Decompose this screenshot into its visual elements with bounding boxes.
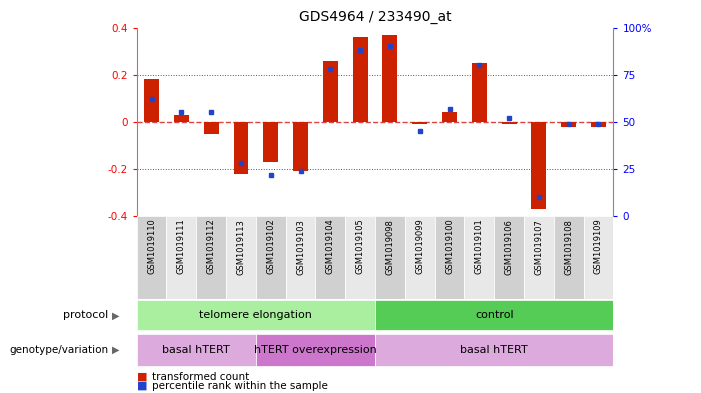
Text: GSM1019109: GSM1019109	[594, 219, 603, 274]
Bar	[293, 122, 308, 171]
Bar	[562, 122, 576, 127]
Text: hTERT overexpression: hTERT overexpression	[254, 345, 377, 355]
Text: GSM1019111: GSM1019111	[177, 219, 186, 274]
Bar	[167, 216, 196, 299]
Title: GDS4964 / 233490_at: GDS4964 / 233490_at	[299, 10, 451, 24]
Bar	[524, 216, 554, 299]
Bar	[405, 216, 435, 299]
Text: basal hTERT: basal hTERT	[163, 345, 230, 355]
Text: GSM1019104: GSM1019104	[326, 219, 335, 274]
Bar	[204, 122, 219, 134]
Text: ■: ■	[137, 372, 151, 382]
Text: GSM1019112: GSM1019112	[207, 219, 216, 274]
Text: GSM1019108: GSM1019108	[564, 219, 573, 274]
Text: control: control	[475, 310, 514, 320]
Text: percentile rank within the sample: percentile rank within the sample	[152, 381, 328, 391]
Bar	[196, 216, 226, 299]
Bar	[583, 216, 613, 299]
Text: GSM1019101: GSM1019101	[475, 219, 484, 274]
Bar	[412, 122, 427, 124]
Text: protocol: protocol	[63, 310, 109, 320]
Bar	[233, 122, 248, 174]
Text: transformed count: transformed count	[152, 372, 250, 382]
Bar	[256, 334, 375, 365]
Bar	[375, 334, 613, 365]
Text: GSM1019099: GSM1019099	[415, 219, 424, 274]
Bar	[502, 122, 517, 124]
Text: ▶: ▶	[112, 345, 120, 355]
Bar	[465, 216, 494, 299]
Bar	[494, 216, 524, 299]
Bar	[315, 216, 346, 299]
Bar	[137, 216, 167, 299]
Text: GSM1019102: GSM1019102	[266, 219, 275, 274]
Bar	[286, 216, 315, 299]
Text: GSM1019105: GSM1019105	[355, 219, 365, 274]
Bar	[174, 115, 189, 122]
Bar	[323, 61, 338, 122]
Text: telomere elongation: telomere elongation	[199, 310, 313, 320]
Bar	[353, 37, 367, 122]
Bar	[137, 334, 256, 365]
Text: basal hTERT: basal hTERT	[461, 345, 528, 355]
Bar	[375, 300, 613, 331]
Bar	[375, 216, 405, 299]
Bar	[264, 122, 278, 162]
Bar	[554, 216, 583, 299]
Text: GSM1019107: GSM1019107	[534, 219, 543, 274]
Text: genotype/variation: genotype/variation	[10, 345, 109, 355]
Text: GSM1019110: GSM1019110	[147, 219, 156, 274]
Bar	[256, 216, 286, 299]
Bar	[591, 122, 606, 127]
Text: GSM1019113: GSM1019113	[236, 219, 245, 274]
Text: GSM1019098: GSM1019098	[386, 219, 395, 274]
Text: ▶: ▶	[112, 310, 120, 320]
Bar	[137, 300, 375, 331]
Text: GSM1019100: GSM1019100	[445, 219, 454, 274]
Bar	[383, 35, 397, 122]
Bar	[472, 63, 486, 122]
Text: GSM1019103: GSM1019103	[296, 219, 305, 274]
Bar	[442, 112, 457, 122]
Bar	[144, 79, 159, 122]
Text: ■: ■	[137, 381, 151, 391]
Bar	[346, 216, 375, 299]
Bar	[531, 122, 546, 209]
Bar	[435, 216, 465, 299]
Bar	[226, 216, 256, 299]
Text: GSM1019106: GSM1019106	[505, 219, 514, 274]
